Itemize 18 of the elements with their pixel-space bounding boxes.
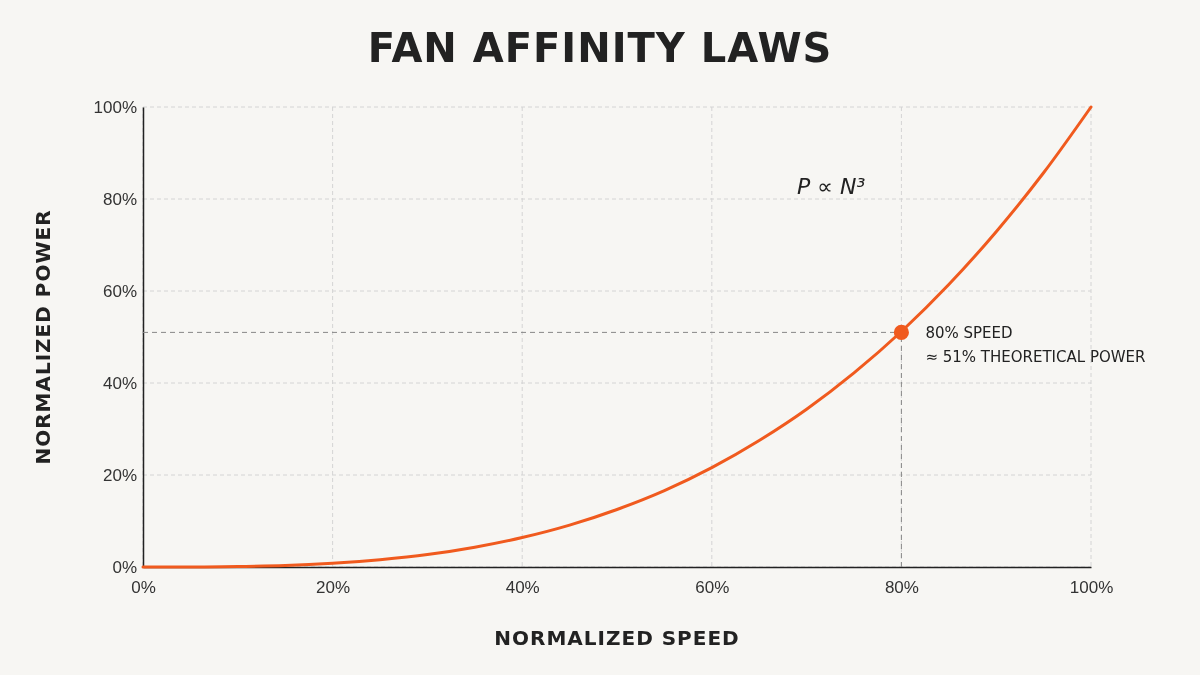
y-tick-label: 20% (102, 465, 137, 485)
y-tick-label: 40% (102, 373, 137, 393)
x-tick-label: 100% (1069, 578, 1114, 598)
annotation: P ∝ N³ (797, 174, 866, 200)
x-tick-label: 40% (505, 578, 540, 598)
line-series (141, 105, 1093, 569)
annotation: 80% SPEED ≈ 51% THEORETICAL POWER (925, 324, 1146, 367)
x-tick-label: 20% (316, 578, 351, 598)
x-axis-title: NORMALIZED SPEED (494, 626, 740, 650)
y-tick-label: 0% (112, 557, 137, 577)
x-tick-label: 80% (884, 578, 919, 598)
y-tick-label: 60% (102, 281, 137, 301)
x-tick-label: 0% (131, 578, 156, 598)
y-axis-title: NORMALIZED POWER (31, 209, 55, 465)
chart-title: FAN AFFINITY LAWS (367, 25, 833, 71)
y-tick-label: 100% (93, 97, 137, 117)
x-tick-label: 60% (695, 578, 730, 598)
y-tick-label: 80% (102, 189, 137, 209)
